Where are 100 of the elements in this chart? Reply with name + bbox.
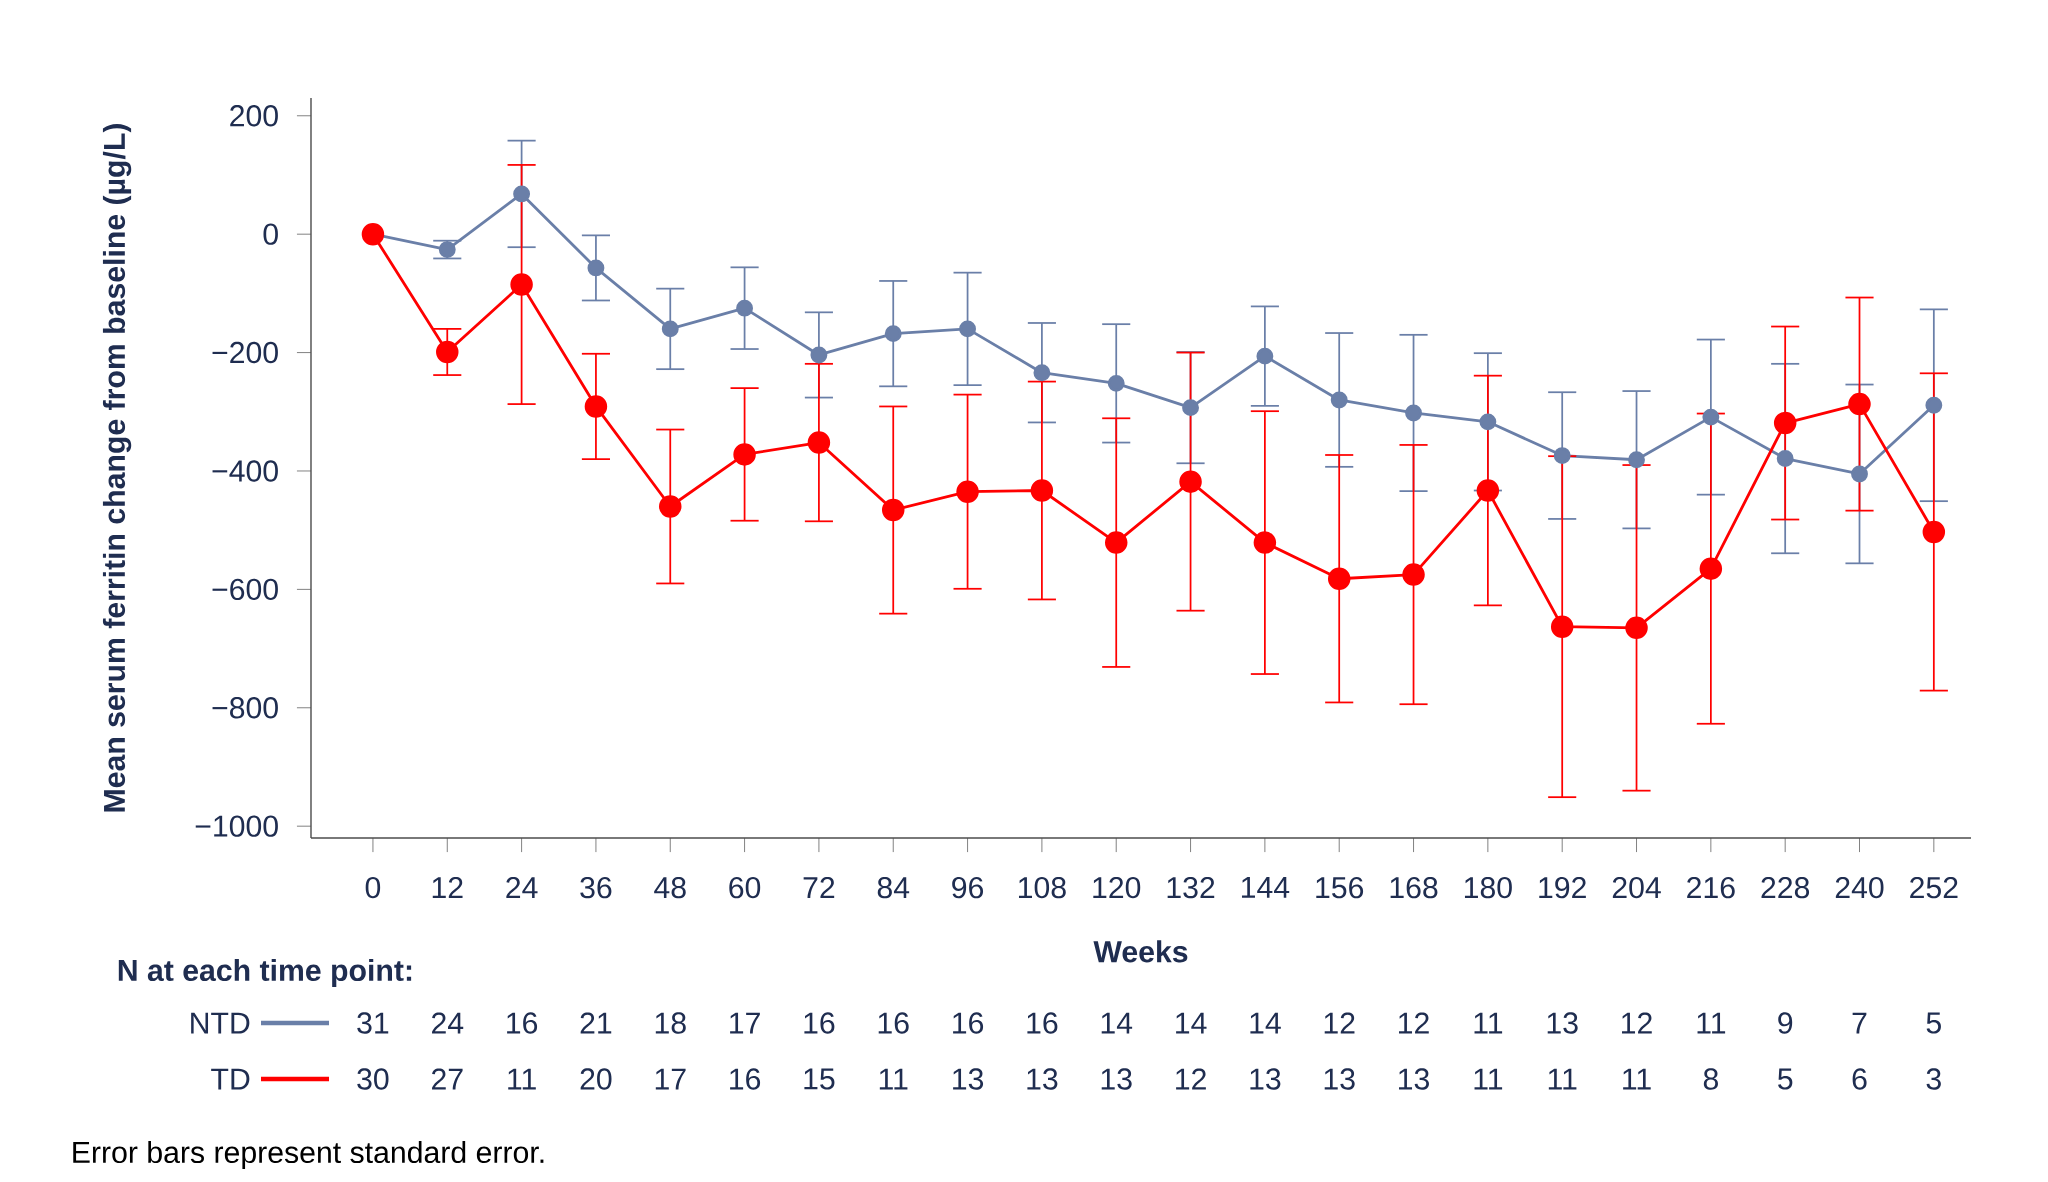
point [881, 498, 905, 522]
text: 6 [1852, 1068, 1867, 1090]
x-tick-label: 108 [1019, 876, 1066, 899]
point [1107, 374, 1125, 392]
text: 13 [1324, 1068, 1355, 1090]
text: 13 [1250, 1068, 1281, 1090]
text: Error bars represent standard error. [73, 1140, 544, 1170]
text: 9 [1778, 1012, 1793, 1034]
point [1479, 413, 1497, 431]
x-tick-label: 168 [1390, 876, 1438, 899]
y-tick-label: −600 [212, 578, 278, 601]
text: 21 [580, 1012, 612, 1034]
point [438, 241, 456, 259]
x-tick-label: 144 [1241, 876, 1290, 898]
x-tick-label: 0 [365, 876, 381, 899]
point [1702, 408, 1720, 426]
point [1182, 399, 1199, 417]
text: 13 [953, 1068, 984, 1090]
point [1179, 470, 1202, 493]
point [1625, 616, 1648, 640]
text: 14 [1176, 1012, 1207, 1034]
y-axis-title: Mean serum ferritin change from baseline (µg/L) [102, 124, 132, 812]
point [584, 395, 608, 418]
text: 11 [1697, 1012, 1726, 1034]
point [587, 259, 605, 277]
text: 15 [804, 1068, 835, 1090]
point [1699, 557, 1723, 580]
x-tick-label: 228 [1761, 876, 1810, 899]
text: 16 [953, 1012, 984, 1034]
point [956, 480, 979, 503]
text: 27 [432, 1068, 463, 1090]
text: 3 [1926, 1068, 1941, 1090]
text: 14 [1101, 1012, 1133, 1034]
y-tick-label: −1000 [195, 815, 278, 837]
point [1330, 391, 1348, 409]
point [659, 495, 682, 518]
x-tick-label: 240 [1835, 876, 1884, 899]
point [733, 443, 756, 466]
point [807, 431, 831, 454]
point [1628, 451, 1645, 469]
text: 11 [1548, 1068, 1577, 1090]
x-tick-label: 84 [877, 876, 910, 899]
point [1476, 479, 1500, 502]
x-tick-label: 252 [1910, 876, 1958, 899]
y-tick-label: −400 [212, 460, 278, 482]
text: 20 [580, 1068, 612, 1090]
text: 17 [730, 1012, 760, 1034]
point [1553, 447, 1571, 465]
text: 12 [1399, 1012, 1429, 1034]
text: 24 [432, 1012, 464, 1034]
x-tick-label: 60 [729, 876, 761, 899]
point [513, 185, 531, 203]
text: 16 [804, 1012, 835, 1034]
x-tick-label: 36 [580, 876, 612, 899]
text: 13 [1101, 1068, 1132, 1090]
text: 8 [1703, 1068, 1718, 1090]
text: 5 [1778, 1068, 1793, 1090]
point [1550, 615, 1574, 638]
point [1327, 567, 1351, 590]
text: 11 [1474, 1068, 1503, 1090]
text: 18 [655, 1012, 686, 1034]
point [1030, 479, 1054, 502]
text: 16 [730, 1068, 761, 1090]
point [1402, 563, 1425, 586]
x-tick-label: 192 [1539, 876, 1586, 899]
x-tick-label: 156 [1316, 876, 1364, 899]
point [1253, 531, 1277, 554]
text: 14 [1250, 1012, 1281, 1034]
x-tick-label: 216 [1687, 876, 1735, 899]
text: 11 [879, 1068, 908, 1090]
text: N at each time point: [118, 958, 412, 988]
x-tick-label: 120 [1093, 876, 1141, 899]
x-tick-label: 72 [803, 876, 835, 899]
text: 31 [357, 1012, 389, 1034]
x-tick-label: 24 [506, 876, 538, 899]
y-tick-label: 0 [263, 223, 278, 245]
legend-label: NTD [191, 1012, 250, 1034]
point [736, 299, 754, 317]
x-tick-label: 96 [952, 876, 984, 899]
point [1104, 531, 1128, 554]
point [1405, 404, 1422, 422]
y-tick-label: 200 [230, 105, 278, 127]
x-axis-title: Weeks [1093, 940, 1188, 963]
text: 13 [1399, 1068, 1429, 1090]
text: 16 [878, 1012, 909, 1034]
y-tick-label: −200 [212, 341, 278, 364]
point [959, 320, 977, 338]
point [810, 346, 828, 364]
point [1925, 396, 1943, 414]
x-tick-label: 12 [432, 876, 463, 899]
text: 12 [1176, 1068, 1206, 1090]
legend-label: TD [211, 1068, 250, 1090]
point [661, 320, 679, 338]
point [436, 340, 459, 364]
text: 16 [507, 1012, 538, 1034]
text: 11 [1623, 1068, 1651, 1090]
point [1256, 347, 1274, 365]
point [510, 273, 533, 296]
x-tick-label: 204 [1612, 876, 1661, 899]
text: 30 [357, 1068, 389, 1090]
